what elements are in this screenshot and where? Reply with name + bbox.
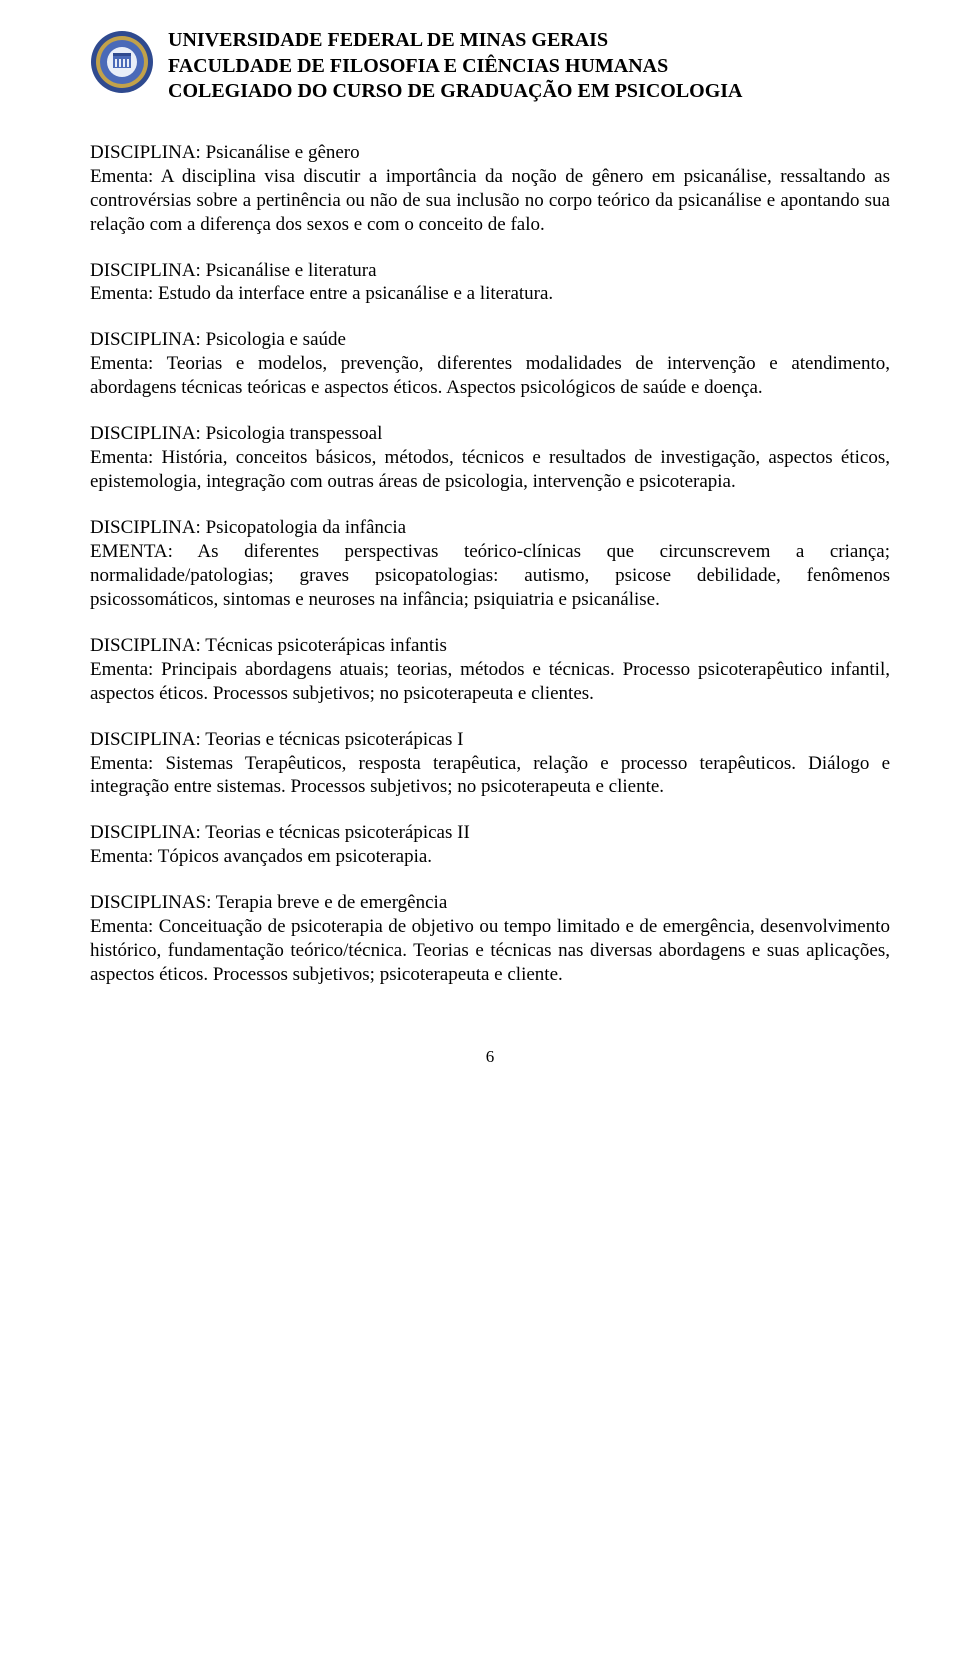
discipline-section: DISCIPLINA: Psicopatologia da infânciaEM… — [90, 516, 890, 612]
discipline-title: DISCIPLINA: Teorias e técnicas psicoterá… — [90, 728, 890, 752]
page-number: 6 — [90, 1047, 890, 1067]
discipline-title: DISCIPLINA: Psicologia transpessoal — [90, 422, 890, 446]
discipline-title: DISCIPLINA: Psicanálise e gênero — [90, 141, 890, 165]
discipline-section: DISCIPLINA: Técnicas psicoterápicas infa… — [90, 634, 890, 706]
document-page: UNIVERSIDADE FEDERAL DE MINAS GERAIS FAC… — [0, 0, 960, 1107]
header-line-2: FACULDADE DE FILOSOFIA E CIÊNCIAS HUMANA… — [168, 54, 890, 80]
university-seal-icon — [90, 30, 154, 99]
discipline-ementa: Ementa: Estudo da interface entre a psic… — [90, 282, 890, 306]
discipline-ementa: Ementa: Sistemas Terapêuticos, resposta … — [90, 752, 890, 800]
header-text-block: UNIVERSIDADE FEDERAL DE MINAS GERAIS FAC… — [168, 28, 890, 105]
header-line-1: UNIVERSIDADE FEDERAL DE MINAS GERAIS — [168, 28, 890, 54]
discipline-title: DISCIPLINA: Psicanálise e literatura — [90, 259, 890, 283]
discipline-ementa: EMENTA: As diferentes perspectivas teóri… — [90, 540, 890, 612]
discipline-section: DISCIPLINA: Psicologia transpessoalEment… — [90, 422, 890, 494]
discipline-section: DISCIPLINA: Psicanálise e literaturaEmen… — [90, 259, 890, 307]
discipline-section: DISCIPLINA: Teorias e técnicas psicoterá… — [90, 728, 890, 800]
discipline-ementa: Ementa: Principais abordagens atuais; te… — [90, 658, 890, 706]
discipline-section: DISCIPLINA: Psicanálise e gêneroEmenta: … — [90, 141, 890, 237]
discipline-title: DISCIPLINA: Psicopatologia da infância — [90, 516, 890, 540]
discipline-title: DISCIPLINA: Técnicas psicoterápicas infa… — [90, 634, 890, 658]
discipline-ementa: Ementa: Teorias e modelos, prevenção, di… — [90, 352, 890, 400]
discipline-ementa: Ementa: História, conceitos básicos, mét… — [90, 446, 890, 494]
discipline-section: DISCIPLINAS: Terapia breve e de emergênc… — [90, 891, 890, 987]
discipline-ementa: Ementa: A disciplina visa discutir a imp… — [90, 165, 890, 237]
discipline-title: DISCIPLINA: Psicologia e saúde — [90, 328, 890, 352]
discipline-section: DISCIPLINA: Psicologia e saúdeEmenta: Te… — [90, 328, 890, 400]
discipline-title: DISCIPLINA: Teorias e técnicas psicoterá… — [90, 821, 890, 845]
discipline-ementa: Ementa: Conceituação de psicoterapia de … — [90, 915, 890, 987]
discipline-section: DISCIPLINA: Teorias e técnicas psicoterá… — [90, 821, 890, 869]
header-line-3: COLEGIADO DO CURSO DE GRADUAÇÃO EM PSICO… — [168, 79, 890, 105]
sections-container: DISCIPLINA: Psicanálise e gêneroEmenta: … — [90, 141, 890, 987]
discipline-title: DISCIPLINAS: Terapia breve e de emergênc… — [90, 891, 890, 915]
discipline-ementa: Ementa: Tópicos avançados em psicoterapi… — [90, 845, 890, 869]
document-header: UNIVERSIDADE FEDERAL DE MINAS GERAIS FAC… — [90, 28, 890, 105]
